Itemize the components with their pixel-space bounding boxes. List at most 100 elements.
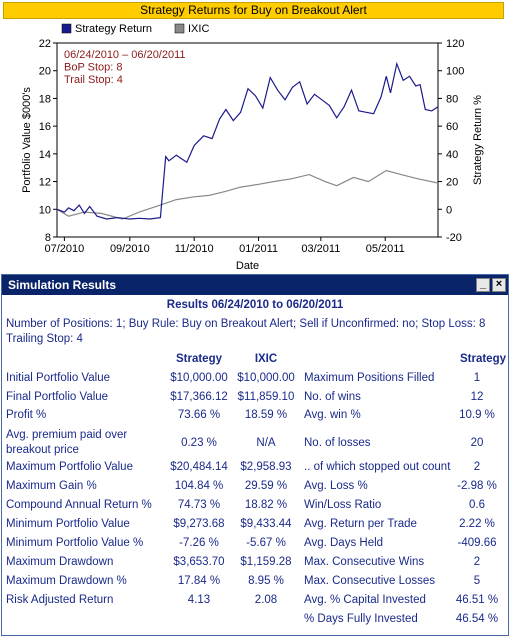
metric-label: Minimum Portfolio Value [6,518,130,530]
metric-label: Maximum Portfolio Value [6,461,133,473]
right-metric-value: 46.54 % [455,613,499,625]
right-metric-label: Max. Consecutive Losses [304,575,436,587]
left-y-tick-label: 18 [39,93,51,105]
metric-value-strategy: 4.13 [187,594,211,606]
right-metric-label: Win/Loss Ratio [304,499,382,511]
right-metric-value: -2.98 % [457,480,497,492]
right-metric-label: No. of wins [304,391,361,403]
strategy-returns-chart: 8 10 12 14 16 18 20 22 -20 0 20 40 60 80 100 120 07/2010… [21,23,484,272]
metric-label: Maximum Drawdown [6,556,114,568]
metric-value-ixic: 2.08 [254,594,278,606]
results-description: Number of Positions: 1; Buy Rule: Buy on… [6,318,486,330]
close-icon[interactable]: × [492,278,506,292]
left-y-tick-label: 20 [39,66,51,78]
metric-label: Initial Portfolio Value [6,372,110,384]
metric-value-ixic: 8.95 % [248,575,284,587]
plot-area [56,42,439,238]
metric-value-ixic: 18.82 % [244,499,288,511]
x-tick-label: 03/2011 [301,243,340,255]
right-metric-label: Avg. % Capital Invested [304,594,426,606]
metric-value-ixic: $10,000.00 [237,372,295,384]
right-y-tick-label: -20 [446,232,462,244]
right-y-tick-label: 100 [446,66,464,78]
x-tick-label: 11/2010 [175,243,214,255]
metric-value-ixic: 29.59 % [244,480,288,492]
right-metric-label: No. of losses [304,437,371,449]
metric-value-ixic: $1,159.28 [240,556,292,568]
metric-value-strategy: 73.66 % [177,409,221,421]
right-metric-label: Avg. Days Held [304,537,384,549]
right-metric-label: Avg. Return per Trade [304,518,417,530]
x-axis-label: Date [236,260,259,272]
metric-value-ixic: 18.59 % [244,409,288,421]
metric-label: Risk Adjusted Return [6,594,114,606]
x-tick-label: 01/2011 [239,243,278,255]
legend-swatch [61,23,72,34]
x-tick-label: 07/2010 [45,243,85,255]
chart-title: Strategy Returns for Buy on Breakout Ale… [3,2,504,19]
right-metric-value: 12 [470,391,484,403]
right-metric-label: Max. Consecutive Wins [304,556,425,568]
legend-label: Strategy Return [75,23,152,35]
col-header-right-strategy: Strategy [459,353,506,365]
metric-value-strategy: $17,366.12 [170,391,228,403]
col-header-strategy: Strategy [175,353,223,365]
left-y-tick-label: 14 [39,149,51,161]
right-metric-value: 20 [470,437,484,449]
legend-label: IXIC [188,23,209,35]
right-metric-value: 0.6 [469,499,485,511]
results-heading: Results 06/24/2010 to 06/20/2011 [166,299,344,311]
metric-value-ixic: N/A [256,437,276,449]
series-line-strategy [56,61,439,220]
results-description: Trailing Stop: 4 [6,333,83,345]
right-metric-label: Avg. Loss % [304,480,368,492]
metric-value-ixic: $9,433.44 [240,518,292,530]
x-tick-label: 09/2010 [110,243,150,255]
metric-value-strategy: 0.23 % [181,437,217,449]
results-window-title: Simulation Results [8,278,117,292]
right-metric-value: 2.22 % [459,518,495,530]
right-axis-label: Strategy Return % [472,95,484,185]
left-y-tick-label: 22 [39,38,51,50]
metric-label: Maximum Gain % [6,480,97,492]
metric-value-strategy: 74.73 % [177,499,221,511]
metric-value-strategy: 104.84 % [174,480,224,492]
right-metric-value: 1 [473,372,481,384]
right-metric-value: 2 [473,461,481,473]
metric-value-strategy: $3,653.70 [173,556,225,568]
minimize-icon[interactable]: _ [476,278,490,292]
chart-panel: Strategy Returns for Buy on Breakout Ale… [0,0,510,272]
x-tick-label: 05/2011 [366,243,405,255]
col-header-ixic: IXIC [254,353,278,365]
left-y-tick-label: 8 [45,232,51,244]
right-metric-value: -409.66 [457,537,497,549]
right-y-tick-label: 80 [446,93,458,105]
metric-label: Final Portfolio Value [6,391,109,403]
left-y-tick-label: 16 [39,121,51,133]
chart-annotation-line: BoP Stop: 8 [64,62,123,74]
metric-value-strategy: $10,000.00 [170,372,228,384]
legend-swatch [174,23,185,34]
left-axis-label: Portfolio Value $000's [21,87,33,193]
left-y-tick-label: 10 [39,204,51,216]
metric-label: Minimum Portfolio Value % [6,537,144,549]
chart-annotation-line: 06/24/2010 – 06/20/2011 [64,49,186,61]
right-y-tick-label: 0 [446,204,452,216]
metric-value-strategy: $9,273.68 [173,518,225,530]
metric-label: Compound Annual Return % [6,499,152,511]
metric-value-strategy: -7.26 % [179,537,219,549]
right-y-tick-label: 120 [446,38,464,50]
metric-value-ixic: $11,859.10 [237,391,295,403]
right-metric-label: .. of which stopped out count [304,461,451,473]
simulation-results-window: Simulation Results _ × Results 06/24/201… [1,274,509,636]
metric-value-ixic: $2,958.93 [240,461,292,473]
metric-label: Avg. premium paid over [6,429,128,441]
results-title-bar: Simulation Results _ × [2,275,508,295]
right-metric-value: 10.9 % [459,409,495,421]
right-metric-label: Avg. win % [304,409,361,421]
chart-annotation-line: Trail Stop: 4 [64,74,123,86]
metric-label: Profit % [6,409,47,421]
metric-label: Maximum Drawdown % [6,575,127,587]
right-metric-value: 46.51 % [455,594,499,606]
left-y-tick-label: 12 [39,177,51,189]
